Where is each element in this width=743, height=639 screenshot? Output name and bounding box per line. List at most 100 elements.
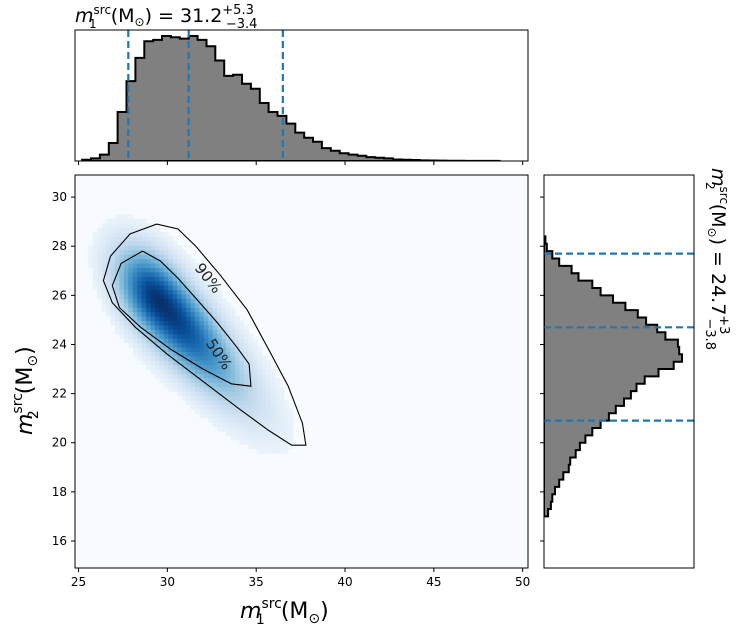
density-cell xyxy=(123,307,129,313)
density-cell xyxy=(226,404,232,410)
density-cell xyxy=(159,311,165,317)
density-cell xyxy=(226,302,232,308)
density-cell xyxy=(199,413,205,419)
density-cell xyxy=(243,355,249,361)
density-cell xyxy=(274,448,280,454)
x-tick-label: 30 xyxy=(160,575,175,589)
density-cell xyxy=(146,285,152,291)
density-cell xyxy=(154,271,160,277)
density-cell xyxy=(265,413,272,419)
density-cell xyxy=(221,386,227,392)
density-cell xyxy=(128,271,134,277)
density-cell xyxy=(168,236,174,242)
density-cell xyxy=(110,307,116,313)
density-cell xyxy=(177,280,183,286)
density-cell xyxy=(243,351,249,357)
density-cell xyxy=(252,395,258,401)
density-cell xyxy=(212,293,218,299)
density-cell xyxy=(212,399,218,406)
density-cell xyxy=(226,307,232,313)
density-cell xyxy=(257,360,263,366)
density-cell xyxy=(221,351,227,357)
density-cell xyxy=(208,324,214,330)
density-cell xyxy=(137,315,143,322)
density-cell xyxy=(128,333,134,339)
density-cell xyxy=(190,298,196,304)
density-cell xyxy=(177,342,183,348)
density-cell xyxy=(177,315,183,322)
density-cell xyxy=(172,258,178,264)
density-cell xyxy=(114,271,121,277)
density-cell xyxy=(181,254,187,260)
density-cell xyxy=(279,417,285,423)
density-cell xyxy=(123,231,129,238)
density-cell xyxy=(208,355,214,361)
density-cell xyxy=(177,254,183,260)
density-cell xyxy=(194,320,200,326)
density-cell xyxy=(110,236,116,242)
x-tick-label: 45 xyxy=(426,575,441,589)
density-cell xyxy=(199,338,205,344)
density-cell xyxy=(154,267,160,273)
density-cell xyxy=(110,315,116,322)
density-cell xyxy=(190,386,196,392)
density-cell xyxy=(203,333,209,339)
x-tick-label: 50 xyxy=(515,575,530,589)
density-cell xyxy=(146,298,152,304)
density-cell xyxy=(172,271,178,277)
density-cell xyxy=(123,262,129,268)
density-cell xyxy=(97,240,103,246)
density-cell xyxy=(239,426,245,432)
density-cell xyxy=(226,413,232,419)
density-cell xyxy=(208,413,214,419)
density-cell xyxy=(221,408,227,414)
density-cell xyxy=(132,267,138,273)
density-cell xyxy=(252,386,258,392)
density-cell xyxy=(123,302,129,308)
density-cell xyxy=(123,245,129,251)
density-cell xyxy=(208,302,214,308)
density-cell xyxy=(172,382,178,388)
density-cell xyxy=(128,311,134,317)
density-cell xyxy=(274,386,280,392)
density-cell xyxy=(150,289,156,295)
density-cell xyxy=(252,404,258,410)
density-cell xyxy=(283,422,289,428)
density-cell xyxy=(163,329,169,335)
density-cell xyxy=(199,267,205,273)
density-cell xyxy=(212,386,218,392)
density-cell xyxy=(208,395,214,401)
density-cell xyxy=(288,417,294,423)
density-cell xyxy=(199,324,205,330)
density-cell xyxy=(239,386,245,392)
density-cell xyxy=(199,408,205,414)
density-cell xyxy=(123,267,129,273)
density-cell xyxy=(92,240,98,246)
density-cell xyxy=(288,422,294,428)
density-cell xyxy=(101,271,107,277)
density-cell xyxy=(283,448,289,454)
density-cell xyxy=(234,315,240,322)
density-cell xyxy=(186,280,192,286)
density-cell xyxy=(168,355,174,361)
density-cell xyxy=(279,435,285,441)
density-cell xyxy=(150,364,156,370)
density-cell xyxy=(265,426,272,432)
density-cell xyxy=(168,377,174,383)
density-cell xyxy=(114,280,121,286)
density-cell xyxy=(186,360,192,366)
density-cell xyxy=(154,289,160,295)
density-cell xyxy=(128,276,134,282)
density-cell xyxy=(110,245,116,251)
density-cell xyxy=(163,285,169,291)
m2-title-unit: (M xyxy=(707,204,729,228)
density-cell xyxy=(181,351,187,357)
density-cell xyxy=(261,399,267,406)
density-cell xyxy=(203,399,209,406)
density-cell xyxy=(172,254,178,260)
density-cell xyxy=(194,399,200,406)
density-cell xyxy=(252,439,258,445)
density-cell xyxy=(154,254,160,260)
density-cell xyxy=(239,377,245,383)
density-cell xyxy=(190,285,196,291)
